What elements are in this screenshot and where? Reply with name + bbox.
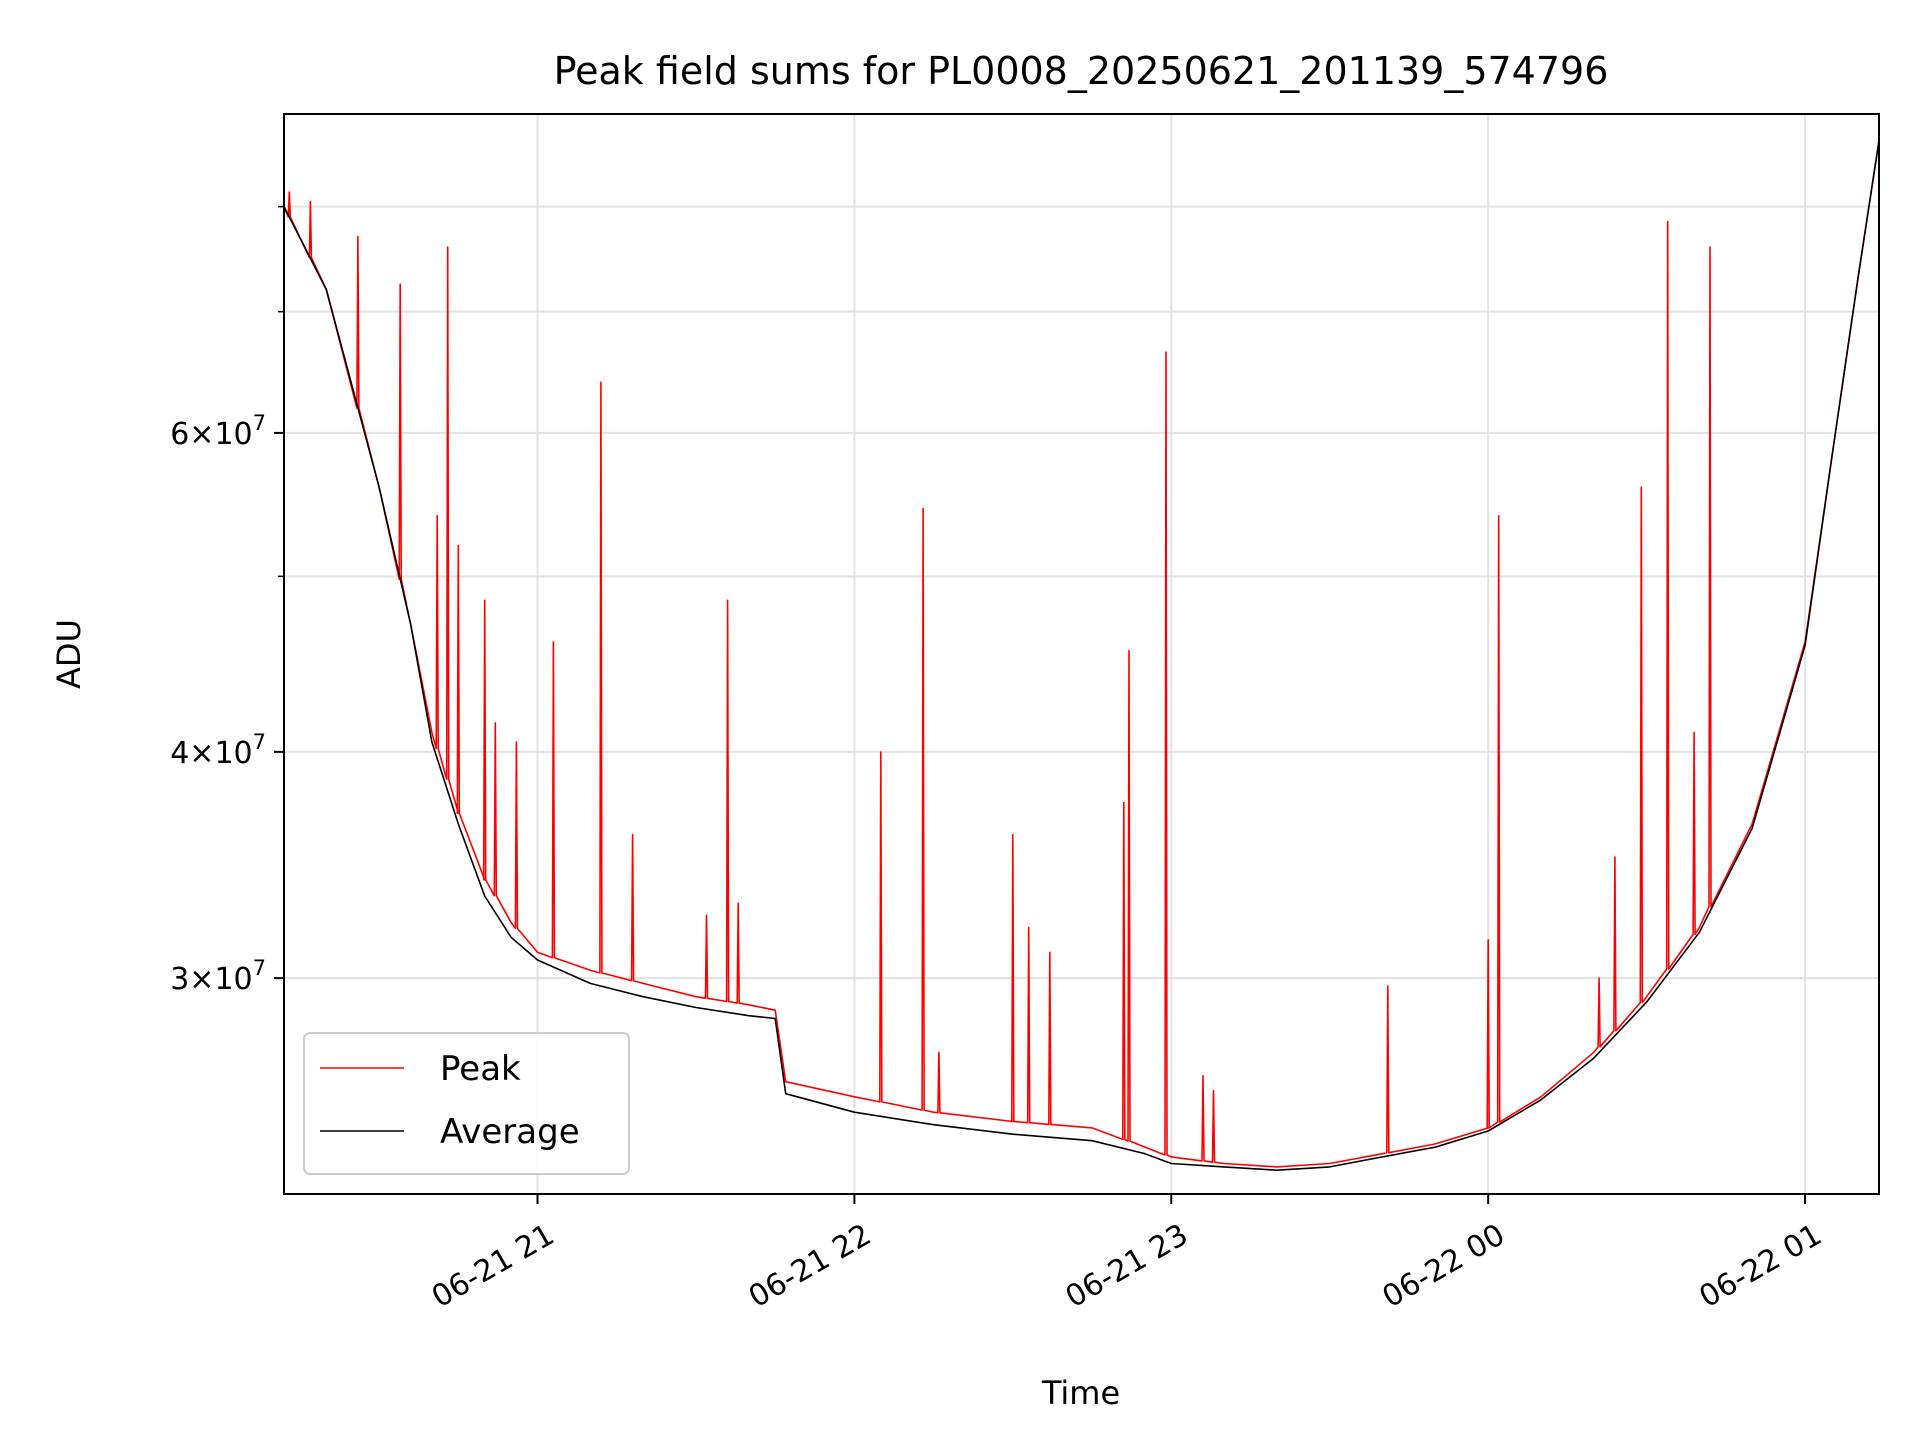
y-tick-label: 4×107 xyxy=(170,730,266,771)
plot-frame xyxy=(283,113,1880,1195)
legend: Peak Average xyxy=(303,1032,630,1175)
y-tick-label: 6×107 xyxy=(170,411,266,452)
grid-lines xyxy=(284,114,1879,1194)
series-line-average xyxy=(284,140,1879,1171)
y-tick-label: 3×107 xyxy=(170,956,266,997)
x-axis-label: Time xyxy=(1041,1374,1120,1412)
chart-title: Peak field sums for PL0008_20250621_2011… xyxy=(554,49,1609,93)
legend-label-average: Average xyxy=(440,1112,580,1152)
legend-label-peak: Peak xyxy=(440,1049,521,1089)
series-line-peak xyxy=(284,140,1879,1168)
y-axis-label: ADU xyxy=(50,619,88,689)
series-layer xyxy=(284,140,1879,1171)
